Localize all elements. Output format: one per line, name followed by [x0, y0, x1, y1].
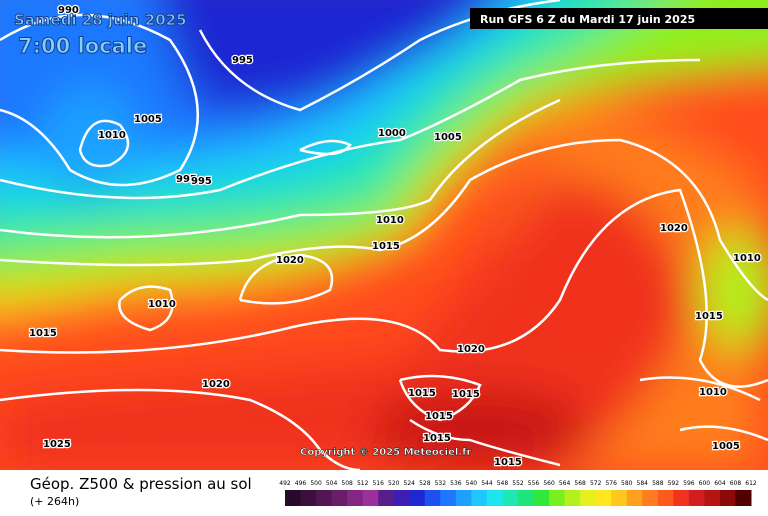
isobar-label: 1010 [699, 387, 727, 398]
legend-swatch [347, 490, 364, 506]
legend-swatch [300, 490, 317, 506]
legend-swatch [486, 490, 503, 506]
isobar-label: 990 [58, 5, 79, 16]
legend-tick: 528 [419, 480, 431, 487]
footer-title: Géop. Z500 & pression au sol [30, 475, 252, 493]
legend-tick: 516 [372, 480, 384, 487]
legend-swatch [642, 490, 659, 506]
isobar-label: 1005 [712, 441, 740, 452]
isobar-label: 1005 [434, 132, 462, 143]
legend-swatch [409, 490, 426, 506]
legend-swatch [378, 490, 395, 506]
legend-swatch [424, 490, 441, 506]
legend-tick: 600 [699, 480, 711, 487]
legend-tick: 560 [543, 480, 555, 487]
legend-swatch [533, 490, 550, 506]
legend-swatch [331, 490, 348, 506]
legend-tick: 512 [357, 480, 369, 487]
legend-swatch [518, 490, 535, 506]
legend-swatch [316, 490, 333, 506]
isobar-label: 1010 [733, 253, 761, 264]
legend-tick: 540 [466, 480, 478, 487]
legend-tick: 520 [388, 480, 400, 487]
footer-lead: (+ 264h) [30, 495, 79, 508]
isobar-label: 1020 [276, 255, 304, 266]
legend-tick: 608 [730, 480, 742, 487]
isobar-label: 1010 [376, 215, 404, 226]
legend-tick: 524 [404, 480, 416, 487]
isobar-label: 995 [191, 176, 212, 187]
run-box [470, 8, 768, 29]
legend-tick: 552 [512, 480, 524, 487]
legend-tick: 496 [295, 480, 307, 487]
legend-swatch [657, 490, 674, 506]
isobar-label: 1015 [372, 241, 400, 252]
legend-tick: 592 [668, 480, 680, 487]
legend-swatch [719, 490, 736, 506]
legend-tick: 584 [637, 480, 649, 487]
legend-swatch [285, 490, 302, 506]
isobar-label: 1005 [134, 114, 162, 125]
legend-tick: 580 [621, 480, 633, 487]
legend-tick: 508 [341, 480, 353, 487]
legend-swatch [688, 490, 705, 506]
legend-swatch [704, 490, 721, 506]
legend-tick: 568 [574, 480, 586, 487]
legend-swatch [362, 490, 379, 506]
copyright: Copyright © 2025 Meteociel.fr [300, 447, 471, 458]
legend-tick: 564 [559, 480, 571, 487]
isobar-label: 995 [176, 174, 197, 185]
isobar-label: 1015 [408, 388, 436, 399]
legend-swatch [564, 490, 581, 506]
legend-tick: 500 [310, 480, 322, 487]
isobar-label: 1015 [425, 411, 453, 422]
isobar-label: 1015 [29, 328, 57, 339]
legend-tick: 536 [450, 480, 462, 487]
legend-tick: 588 [652, 480, 664, 487]
time: 7:00 locale [18, 34, 147, 58]
isobar-label: 1000 [378, 128, 406, 139]
isobar-label: 1025 [43, 439, 71, 450]
isobar-label: 995 [232, 55, 253, 66]
isobar-label: 1010 [98, 130, 126, 141]
legend-tick: 544 [481, 480, 493, 487]
legend-swatch [735, 490, 752, 506]
legend-tick: 612 [745, 480, 757, 487]
legend: 492 496 500 504 508 512 516 520 524 528 532 536 540 5… [279, 480, 757, 506]
legend-swatch [393, 490, 410, 506]
legend-tick: 604 [714, 480, 726, 487]
isobar-label: 1020 [660, 223, 688, 234]
date: Samedi 28 juin 2025 [14, 11, 187, 29]
legend-tick: 492 [279, 480, 291, 487]
field [0, 0, 768, 470]
isobar-label: 1015 [695, 311, 723, 322]
legend-tick: 548 [497, 480, 509, 487]
legend-swatch [440, 490, 457, 506]
isobar-label: 1010 [148, 299, 176, 310]
legend-swatch [626, 490, 643, 506]
legend-swatch [455, 490, 472, 506]
legend-swatch [549, 490, 566, 506]
legend-swatch [595, 490, 612, 506]
legend-tick: 572 [590, 480, 602, 487]
legend-swatch [580, 490, 597, 506]
legend-swatch [502, 490, 519, 506]
legend-tick: 556 [528, 480, 540, 487]
legend-tick: 596 [683, 480, 695, 487]
legend-tick: 504 [326, 480, 338, 487]
legend-swatch [611, 490, 628, 506]
legend-swatch [673, 490, 690, 506]
isobar-label: 1015 [494, 457, 522, 468]
legend-tick: 532 [435, 480, 447, 487]
isobar-label: 1020 [457, 344, 485, 355]
legend-tick: 576 [605, 480, 617, 487]
isobar-label: 1020 [202, 379, 230, 390]
run-info: Run GFS 6 Z du Mardi 17 juin 2025 [480, 13, 695, 26]
legend-swatch [471, 490, 488, 506]
isobars [0, 0, 768, 470]
isobar-label: 1015 [423, 433, 451, 444]
isobar-label: 1015 [452, 389, 480, 400]
